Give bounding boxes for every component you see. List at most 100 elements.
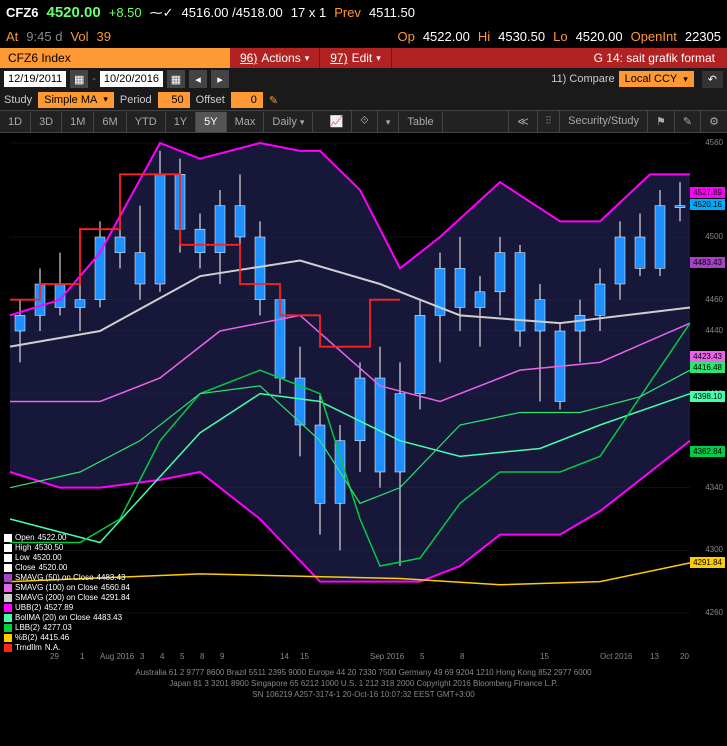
vol-label: Vol: [70, 29, 88, 44]
collapse-icon[interactable]: ≪: [508, 111, 537, 132]
table-button[interactable]: Table: [399, 112, 442, 132]
study-bar: Study Simple MA▾ Period 50 Offset 0 ✎: [0, 90, 727, 110]
legend-swatch: [4, 564, 12, 572]
timeframe-5y[interactable]: 5Y: [196, 112, 226, 132]
op-value: 4522.00: [423, 29, 470, 44]
footer-line1: Australia 61 2 9777 8600 Brazil 5511 239…: [8, 667, 719, 678]
legend-swatch: [4, 554, 12, 562]
legend-label: BollMA (20) on Close: [15, 613, 90, 623]
indicators-button[interactable]: ⟐: [352, 111, 378, 132]
chevron-down-icon: ▾: [376, 53, 381, 64]
legend-swatch: [4, 544, 12, 552]
legend-label: SMAVG (200) on Close: [15, 593, 98, 603]
stats-icon[interactable]: ⫶⫶: [537, 111, 560, 132]
chart-legend: Open4522.00High4530.50Low4520.00Close452…: [4, 533, 130, 653]
compare-link[interactable]: 11) Compare: [551, 73, 614, 85]
security-input[interactable]: CFZ6 Index: [0, 48, 230, 68]
y-axis-tick: 4440: [703, 326, 725, 335]
date-next-button[interactable]: ▸: [211, 70, 229, 88]
legend-label: Low: [15, 553, 30, 563]
timeframe-6m[interactable]: 6M: [94, 112, 126, 132]
legend-value: 4527.89: [44, 603, 73, 613]
y-axis-value-tag: 4527.89: [690, 187, 725, 198]
draw-menu[interactable]: ▾: [378, 112, 400, 132]
edit-menu[interactable]: 97) Edit ▾: [320, 48, 392, 68]
chevron-down-icon: ▾: [300, 117, 305, 127]
date-prev-button[interactable]: ◂: [189, 70, 207, 88]
study-label: Study: [4, 94, 32, 106]
gear-icon[interactable]: ⚙: [700, 111, 727, 132]
legend-value: 4415.46: [40, 633, 69, 643]
offset-input[interactable]: 0: [231, 92, 263, 108]
legend-swatch: [4, 574, 12, 582]
price-chart[interactable]: Open4522.00High4530.50Low4520.00Close452…: [0, 133, 727, 663]
timeframe-1y[interactable]: 1Y: [166, 112, 196, 132]
legend-value: 4560.84: [101, 583, 130, 593]
quote-header-row1: CFZ6 4520.00 +8.50 ⁓✓ 4516.00 /4518.00 1…: [0, 0, 727, 25]
timeframe-3d[interactable]: 3D: [31, 112, 62, 132]
y-axis-value-tag: 4423.43: [690, 351, 725, 362]
legend-value: 4530.50: [34, 543, 63, 553]
x-axis-tick: 9: [220, 652, 224, 661]
lo-label: Lo: [553, 29, 567, 44]
x-axis-tick: 8: [200, 652, 204, 661]
timeframe-1m[interactable]: 1M: [62, 112, 94, 132]
x-axis-tick: 13: [650, 652, 659, 661]
at-label: At: [6, 29, 18, 44]
date-from-picker[interactable]: ▦: [70, 70, 88, 88]
legend-row: SMAVG (200) on Close4291.84: [4, 593, 130, 603]
x-axis-tick: 29: [50, 652, 59, 661]
legend-value: 4291.84: [101, 593, 130, 603]
legend-value: 4483.43: [97, 573, 126, 583]
function-bar: CFZ6 Index 96) Actions ▾ 97) Edit ▾ G 14…: [0, 48, 727, 68]
y-axis-tick: 4340: [703, 483, 725, 492]
y-axis-tick: 4260: [703, 608, 725, 617]
legend-swatch: [4, 624, 12, 632]
undo-icon[interactable]: ↶: [702, 71, 723, 88]
bid-ask: 4516.00 /4518.00: [182, 5, 283, 20]
legend-swatch: [4, 604, 12, 612]
interval-select[interactable]: Daily ▾: [264, 112, 313, 132]
period-input[interactable]: 50: [158, 92, 190, 108]
footer-line2: Japan 81 3 3201 8900 Singapore 65 6212 1…: [8, 678, 719, 689]
timeframe-ytd[interactable]: YTD: [127, 112, 166, 132]
lo-value: 4520.00: [576, 29, 623, 44]
legend-label: High: [15, 543, 31, 553]
hi-value: 4530.50: [498, 29, 545, 44]
actions-menu[interactable]: 96) Actions ▾: [230, 48, 320, 68]
legend-swatch: [4, 614, 12, 622]
x-axis-tick: Oct 2016: [600, 652, 632, 661]
prev-value: 4511.50: [369, 5, 415, 20]
date-range-bar: 12/19/2011 ▦ - 10/20/2016 ▦ ◂ ▸ 11) Comp…: [0, 68, 727, 90]
flag-icon[interactable]: ⚑: [647, 111, 674, 132]
chevron-down-icon: ▾: [305, 53, 310, 64]
x-axis-tick: 8: [460, 652, 464, 661]
security-study-button[interactable]: Security/Study: [559, 111, 647, 132]
legend-row: LBB(2)4277.03: [4, 623, 130, 633]
chevron-down-icon: ▾: [386, 117, 391, 127]
timeframe-1d[interactable]: 1D: [0, 112, 31, 132]
price-change: +8.50: [109, 5, 142, 20]
y-axis-value-tag: 4362.84: [690, 446, 725, 457]
legend-label: LBB(2): [15, 623, 40, 633]
legend-row: BollMA (20) on Close4483.43: [4, 613, 130, 623]
edit-icon[interactable]: ✎: [674, 111, 700, 132]
quote-header-row2: At 9:45 d Vol 39 Op 4522.00 Hi 4530.50 L…: [0, 25, 727, 48]
timeframe-max[interactable]: Max: [227, 112, 265, 132]
period-label: Period: [120, 94, 152, 106]
legend-value: 4520.00: [38, 563, 67, 573]
chart-type-button[interactable]: 📈: [321, 111, 352, 132]
legend-value: 4277.03: [43, 623, 72, 633]
date-to-input[interactable]: 10/20/2016: [100, 71, 163, 87]
y-axis-value-tag: 4483.43: [690, 257, 725, 268]
study-select[interactable]: Simple MA▾: [38, 92, 114, 108]
op-label: Op: [397, 29, 414, 44]
y-axis-value-tag: 4416.48: [690, 362, 725, 373]
legend-label: %B(2): [15, 633, 37, 643]
legend-value: 4483.43: [93, 613, 122, 623]
date-to-picker[interactable]: ▦: [167, 70, 185, 88]
y-axis-value-tag: 4398.10: [690, 391, 725, 402]
pencil-icon[interactable]: ✎: [269, 94, 278, 107]
date-from-input[interactable]: 12/19/2011: [4, 71, 66, 87]
currency-select[interactable]: Local CCY▾: [619, 71, 694, 87]
